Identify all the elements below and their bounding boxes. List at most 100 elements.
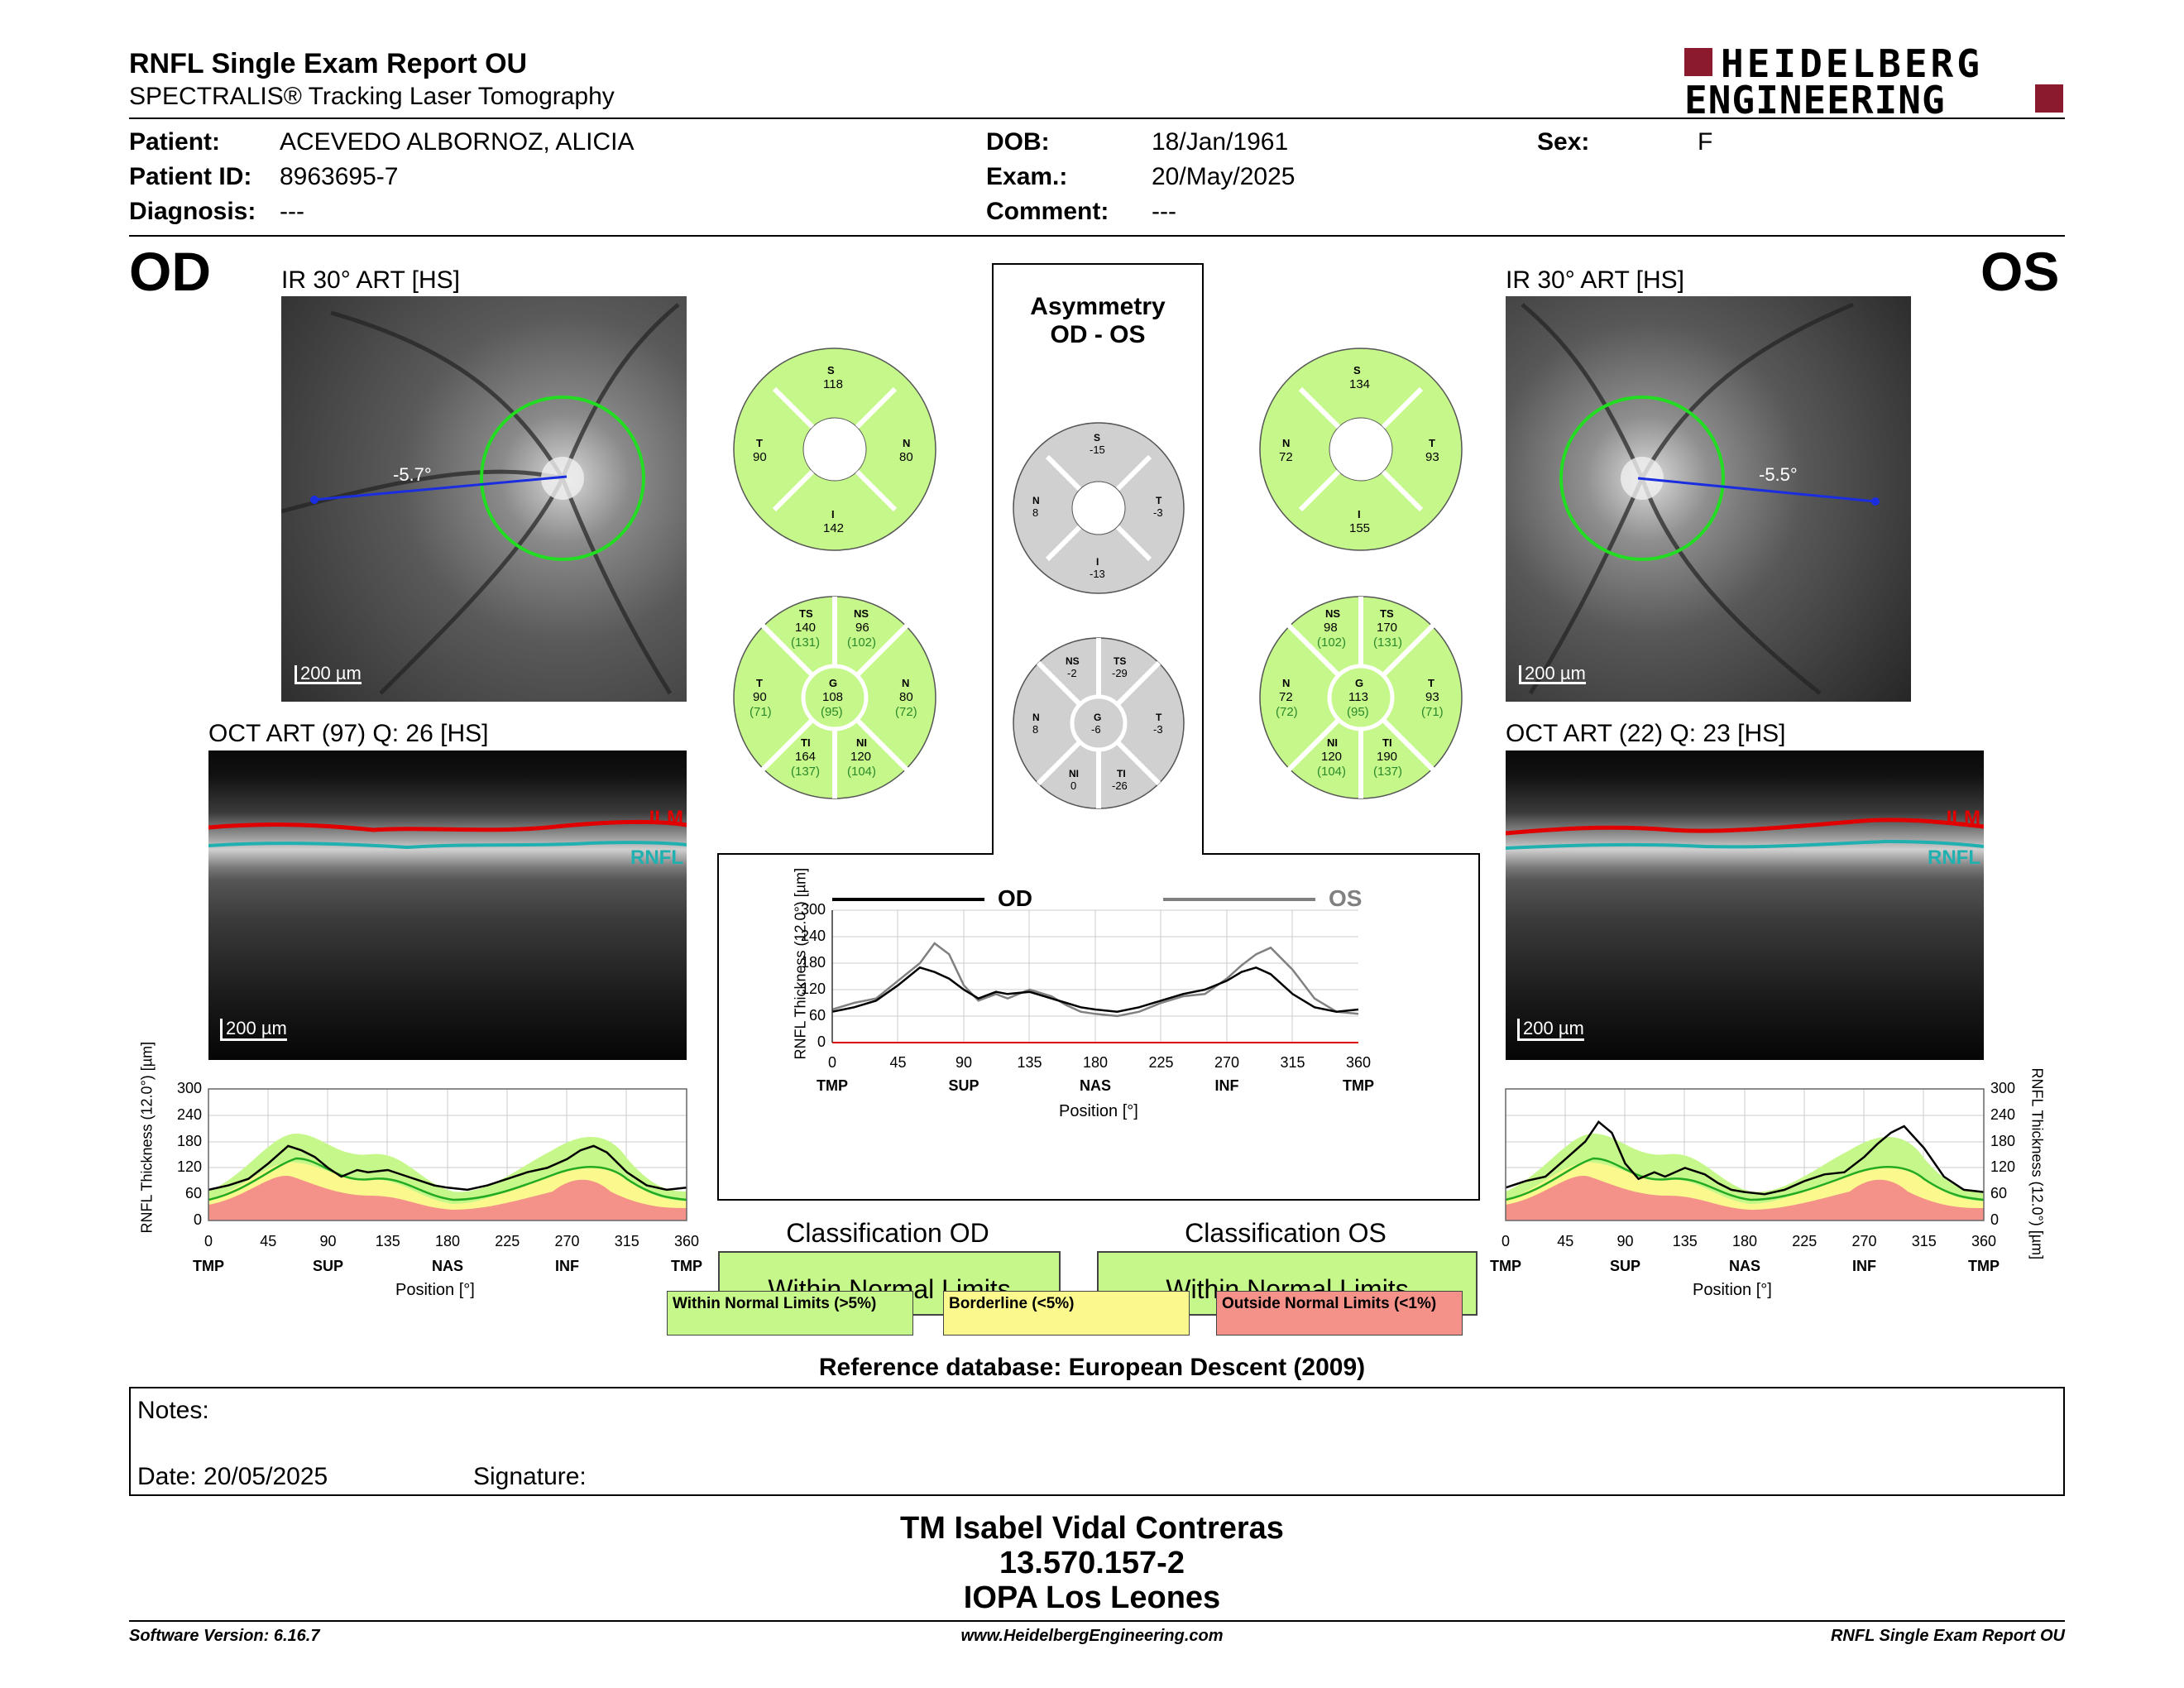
od-quadrant-svg [733,348,936,551]
asym-sector-chart: NS -2 TS -29 N 8 G -6 T -3 NI 0 TI -26 [1011,635,1186,815]
os-t-value: 93 [1425,690,1439,704]
os-q-i-label: I [1358,508,1361,520]
od-ts-value: 140 [795,621,817,635]
od-oct-image: ILM RNFL 200 µm [208,750,687,1060]
dob-label: DOB: [986,128,1050,156]
os-ts-value: 170 [1377,621,1398,635]
od-t-label: T [756,677,763,689]
os-q-s-value: 134 [1349,377,1371,391]
od-ts-label: TS [799,607,813,620]
dob-value: 18/Jan/1961 [1152,128,1289,156]
center-xtick: 180 [1082,1054,1109,1071]
os-ir-label: IR 30° ART [HS] [1506,266,1684,294]
od-tsnit-ytick: 180 [176,1132,202,1149]
os-q-t-value: 93 [1425,450,1439,464]
od-tsnit-ylabel-box: RNFL Thickness (12.0°) [µm] [122,1042,156,1234]
od-oct-scale: 200 µm [220,1019,287,1041]
report-title: RNFL Single Exam Report OU [129,48,528,79]
od-ni-value: 120 [850,750,872,764]
asym-ti-value: -26 [1112,779,1128,792]
center-legend-od: OD [998,885,1032,911]
os-ti-value: 190 [1377,750,1398,764]
od-n-value: 80 [899,690,913,704]
center-xtick: 135 [1017,1054,1042,1071]
os-ns-label: NS [1325,607,1341,620]
os-tsnit-xcat: TMP [1490,1258,1521,1274]
comment-value: --- [1152,198,1176,225]
os-ns-value: 98 [1324,621,1338,635]
os-t-ref: (71) [1421,705,1444,719]
center-xcat: NAS [1079,1077,1111,1094]
center-chart-svg [831,898,1359,1043]
os-tsnit-ylabel: RNFL Thickness (12.0°) [µm] [2028,1067,2046,1260]
patient-id: 8963695-7 [280,163,399,190]
exam-value: 20/May/2025 [1152,163,1296,190]
os-tsnit-xtick: 135 [1672,1233,1698,1249]
os-oct-image: ILM RNFL 200 µm [1506,750,1984,1060]
asym-q-s-label: S [1094,432,1101,444]
od-tsnit-xtick: 135 [375,1233,400,1249]
asym-ns-value: -2 [1067,667,1077,679]
os-angle: -5.5° [1759,464,1798,485]
os-tsnit-xtick: 90 [1616,1233,1634,1249]
od-q-s-label: S [827,364,835,376]
od-sector-svg [733,596,936,799]
os-tsnit-xcat: TMP [1968,1258,2000,1274]
od-oct-label: OCT ART (97) Q: 26 [HS] [208,720,489,747]
od-q-n-value: 80 [899,450,913,464]
reference-database: Reference database: European Descent (20… [818,1354,1366,1381]
od-ti-value: 164 [795,750,817,764]
asym-t-value: -3 [1153,723,1163,736]
os-quadrant-chart: S 134 N 72 T 93 I 155 [1257,346,1464,557]
asym-q-n-label: N [1032,495,1040,506]
center-xcat: SUP [948,1077,979,1094]
patient-name: ACEVEDO ALBORNOZ, ALICIA [280,128,635,156]
os-tsnit-ytick: 180 [1990,1132,2016,1149]
notes-box[interactable]: Notes: Date: 20/05/2025 Signature: [129,1387,2065,1496]
center-xtick: 90 [955,1054,973,1071]
classification-od-title: Classification OD [786,1218,989,1248]
os-sector-svg [1259,596,1463,799]
signer-block: TM Isabel Vidal Contreras 13.570.157-2 I… [0,1511,2184,1615]
exam-label: Exam.: [986,163,1068,190]
od-ni-ref: (104) [847,765,877,779]
os-tsnit-xcat: NAS [1728,1258,1760,1274]
sex-label: Sex: [1537,128,1590,156]
od-ts-ref: (131) [791,635,821,650]
os-ts-ref: (131) [1373,635,1403,650]
os-tsnit-xcat: SUP [1609,1258,1640,1274]
center-xtick: 225 [1148,1054,1174,1071]
center-legend-os: OS [1329,885,1363,911]
asym-n-value: 8 [1032,723,1039,736]
signer-name: TM Isabel Vidal Contreras [900,1511,1284,1546]
os-q-s-label: S [1353,364,1361,376]
os-tsnit-xtick: 0 [1501,1233,1510,1249]
center-comparison-chart: OD OS RNFL Thickness (12.0°) [µm] 0 60 120… [745,861,1375,1125]
asym-ts-value: -29 [1112,667,1128,679]
od-ni-label: NI [856,736,867,749]
od-sector-chart: TS 140 (131) NS 96 (102) T 90 (71) G 108… [731,594,938,805]
asym-ns-label: NS [1066,655,1080,667]
od-scale-bar: 200 µm [295,664,362,684]
os-ti-label: TI [1382,736,1392,749]
legend-onl: Outside Normal Limits (<1%) [1216,1291,1463,1336]
od-rnfl-label: RNFL [630,846,683,869]
od-tsnit-ytick: 300 [176,1080,202,1096]
os-tsnit-xtick: 180 [1731,1233,1758,1249]
sex-value: F [1698,128,1713,156]
os-n-ref: (72) [1276,705,1298,719]
od-angle: -5.7° [393,464,432,485]
center-xlabel: Position [°] [1059,1102,1138,1120]
asym-sector-svg [1013,637,1185,809]
center-xcat: TMP [1343,1077,1374,1094]
os-g-ref: (95) [1347,705,1369,719]
od-n-label: N [902,677,910,689]
od-tsnit-xcat: TMP [671,1258,702,1274]
od-q-n-label: N [903,437,911,449]
footer-url[interactable]: www.HeidelbergEngineering.com [960,1627,1224,1645]
os-tsnit-xlabel: Position [°] [1693,1281,1772,1299]
asym-q-n-value: 8 [1032,506,1039,519]
os-q-n-label: N [1282,437,1291,449]
os-tsnit-ytick: 0 [1990,1211,2000,1228]
os-ni-label: NI [1327,736,1338,749]
